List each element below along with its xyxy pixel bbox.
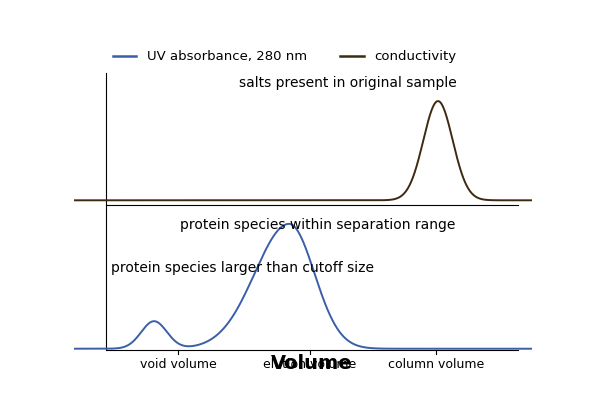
Text: salts present in original sample: salts present in original sample — [239, 76, 457, 90]
Legend: UV absorbance, 280 nm, conductivity: UV absorbance, 280 nm, conductivity — [112, 50, 456, 63]
Text: void volume: void volume — [139, 358, 216, 371]
Text: Volume: Volume — [271, 354, 353, 373]
Text: protein species within separation range: protein species within separation range — [180, 218, 456, 232]
Text: protein species larger than cutoff size: protein species larger than cutoff size — [111, 261, 374, 275]
Text: elution volume: elution volume — [264, 358, 356, 371]
Text: column volume: column volume — [388, 358, 484, 371]
